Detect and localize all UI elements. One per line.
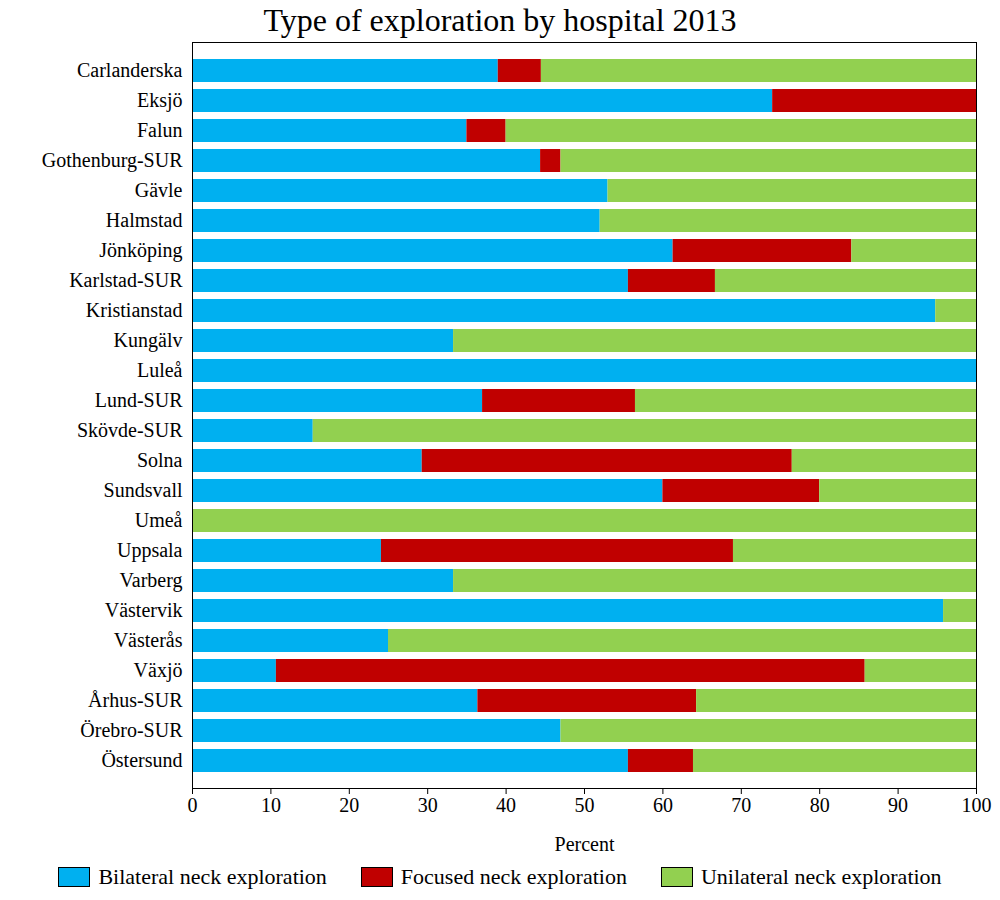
svg-text:Kristianstad: Kristianstad [86, 299, 183, 321]
svg-text:100: 100 [962, 794, 992, 816]
svg-text:Jönköping: Jönköping [99, 239, 182, 262]
svg-text:Karlstad-SUR: Karlstad-SUR [69, 269, 183, 291]
svg-text:Växjö: Växjö [134, 659, 183, 682]
svg-text:Gothenburg-SUR: Gothenburg-SUR [42, 149, 183, 172]
svg-text:Halmstad: Halmstad [106, 209, 183, 231]
svg-text:0: 0 [188, 794, 198, 816]
svg-text:Östersund: Östersund [101, 749, 182, 771]
svg-text:Skövde-SUR: Skövde-SUR [77, 419, 183, 441]
svg-text:10: 10 [261, 794, 281, 816]
svg-text:Umeå: Umeå [135, 509, 183, 531]
svg-text:30: 30 [418, 794, 438, 816]
html-text:Unilateral neck exploration: Unilateral neck exploration [700, 864, 942, 889]
svg-text:Eksjö: Eksjö [137, 89, 183, 112]
svg-text:Uppsala: Uppsala [117, 539, 183, 562]
svg-text:Carlanderska: Carlanderska [77, 59, 183, 81]
svg-text:Percent: Percent [555, 833, 615, 855]
svg-text:Sundsvall: Sundsvall [104, 479, 183, 501]
svg-text:50: 50 [575, 794, 595, 816]
svg-text:Århus-SUR: Århus-SUR [88, 689, 183, 711]
svg-text:80: 80 [810, 794, 830, 816]
svg-text:Luleå: Luleå [137, 359, 183, 381]
svg-text:70: 70 [731, 794, 751, 816]
html-text:Focused neck exploration: Focused neck exploration [400, 864, 627, 889]
svg-text:Örebro-SUR: Örebro-SUR [80, 719, 183, 741]
svg-text:Solna: Solna [137, 449, 183, 471]
svg-text:Lund-SUR: Lund-SUR [95, 389, 183, 411]
html-text:Type of exploration by hospita: Type of exploration by hospital 2013 [263, 2, 737, 38]
svg-text:60: 60 [653, 794, 673, 816]
svg-text:Västervik: Västervik [105, 599, 183, 621]
svg-text:40: 40 [496, 794, 516, 816]
svg-text:Gävle: Gävle [135, 179, 183, 201]
svg-text:20: 20 [339, 794, 359, 816]
html-text:Bilateral neck exploration: Bilateral neck exploration [98, 864, 327, 889]
svg-text:Varberg: Varberg [120, 569, 183, 592]
svg-text:90: 90 [888, 794, 908, 816]
svg-text:Västerås: Västerås [114, 629, 183, 651]
svg-text:Kungälv: Kungälv [114, 329, 183, 352]
svg-text:Falun: Falun [137, 119, 183, 141]
